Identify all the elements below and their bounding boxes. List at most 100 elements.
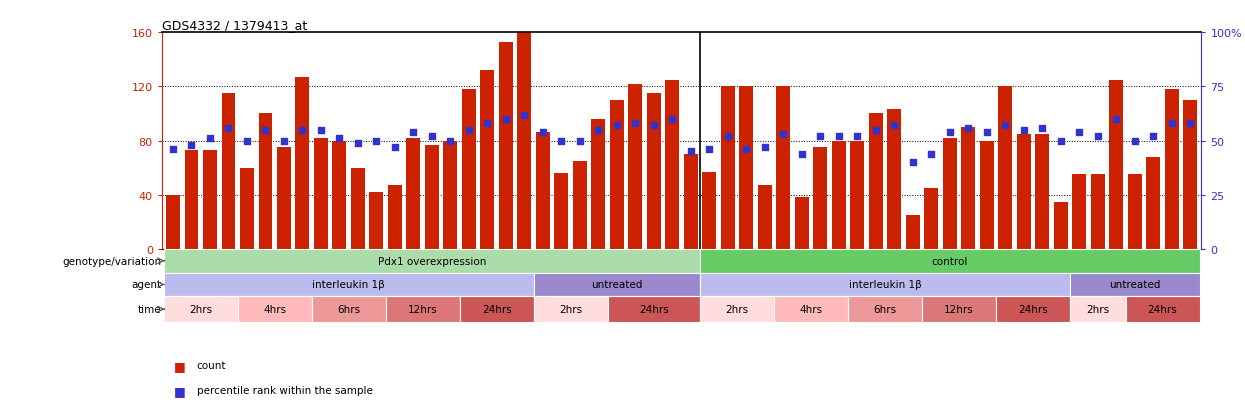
Bar [980, 141, 994, 249]
Bar [295, 78, 309, 249]
Point [903, 159, 923, 166]
Point [681, 149, 701, 155]
Bar [777, 87, 791, 249]
Bar [700, 273, 1071, 297]
Text: 12hrs: 12hrs [408, 304, 437, 314]
Point [1143, 133, 1163, 140]
Point [514, 112, 534, 119]
Bar [1147, 157, 1160, 249]
Bar [721, 87, 735, 249]
Bar [1072, 175, 1087, 249]
Bar [459, 297, 534, 322]
Bar [238, 297, 311, 322]
Text: 2hrs: 2hrs [1087, 304, 1109, 314]
Point [754, 145, 774, 151]
Text: time: time [138, 304, 162, 314]
Text: GDS4332 / 1379413_at: GDS4332 / 1379413_at [162, 19, 308, 32]
Point [625, 121, 645, 127]
Text: percentile rank within the sample: percentile rank within the sample [197, 385, 372, 395]
Point [366, 138, 386, 145]
Bar [259, 114, 273, 249]
Text: 2hrs: 2hrs [559, 304, 583, 314]
Point [200, 136, 220, 142]
Point [274, 138, 294, 145]
Bar [1184, 101, 1198, 249]
Bar [203, 151, 217, 249]
Bar [998, 87, 1012, 249]
Bar [163, 273, 534, 297]
Point [1013, 127, 1033, 134]
Point [311, 127, 331, 134]
Point [330, 136, 350, 142]
Point [182, 142, 202, 149]
Text: 24hrs: 24hrs [1018, 304, 1048, 314]
Text: interleukin 1β: interleukin 1β [849, 280, 921, 290]
Text: 2hrs: 2hrs [726, 304, 748, 314]
Text: Pdx1 overexpression: Pdx1 overexpression [377, 256, 486, 266]
Bar [740, 87, 753, 249]
Bar [462, 90, 476, 249]
Point [533, 129, 553, 136]
Bar [942, 138, 957, 249]
Bar [758, 186, 772, 249]
Bar [240, 168, 254, 249]
Bar [1125, 297, 1200, 322]
Point [347, 140, 367, 147]
Point [496, 116, 515, 123]
Bar [906, 216, 920, 249]
Point [1180, 121, 1200, 127]
Bar [610, 101, 624, 249]
Bar [314, 138, 327, 249]
Bar [554, 173, 568, 249]
Bar [499, 43, 513, 249]
Bar [370, 192, 383, 249]
Bar [276, 148, 291, 249]
Text: agent: agent [132, 280, 162, 290]
Bar [311, 297, 386, 322]
Point [293, 127, 312, 134]
Bar [665, 81, 680, 249]
Text: untreated: untreated [591, 280, 642, 290]
Bar [591, 120, 605, 249]
Bar [848, 297, 923, 322]
Bar [700, 249, 1200, 273]
Text: 24hrs: 24hrs [1148, 304, 1178, 314]
Bar [443, 141, 457, 249]
Text: 6hrs: 6hrs [337, 304, 360, 314]
Bar [184, 151, 198, 249]
Text: 4hrs: 4hrs [263, 304, 286, 314]
Point [441, 138, 461, 145]
Point [218, 125, 238, 131]
Point [662, 116, 682, 123]
Bar [332, 141, 346, 249]
Bar [923, 297, 996, 322]
Text: ■: ■ [174, 359, 186, 372]
Bar [534, 273, 700, 297]
Point [1162, 121, 1182, 127]
Bar [481, 71, 494, 249]
Point [792, 151, 812, 157]
Bar [351, 168, 365, 249]
Bar [1109, 81, 1123, 249]
Point [237, 138, 256, 145]
Bar [163, 249, 700, 273]
Point [867, 127, 886, 134]
Bar [796, 198, 809, 249]
Point [459, 127, 479, 134]
Bar [832, 141, 845, 249]
Point [644, 123, 664, 129]
Text: untreated: untreated [1109, 280, 1160, 290]
Point [773, 131, 793, 138]
Point [996, 123, 1016, 129]
Point [737, 147, 757, 153]
Point [1107, 116, 1127, 123]
Point [422, 133, 442, 140]
Text: 24hrs: 24hrs [639, 304, 669, 314]
Bar [869, 114, 883, 249]
Point [1125, 138, 1145, 145]
Point [700, 147, 720, 153]
Bar [961, 128, 975, 249]
Text: 6hrs: 6hrs [874, 304, 896, 314]
Bar [608, 297, 700, 322]
Point [552, 138, 571, 145]
